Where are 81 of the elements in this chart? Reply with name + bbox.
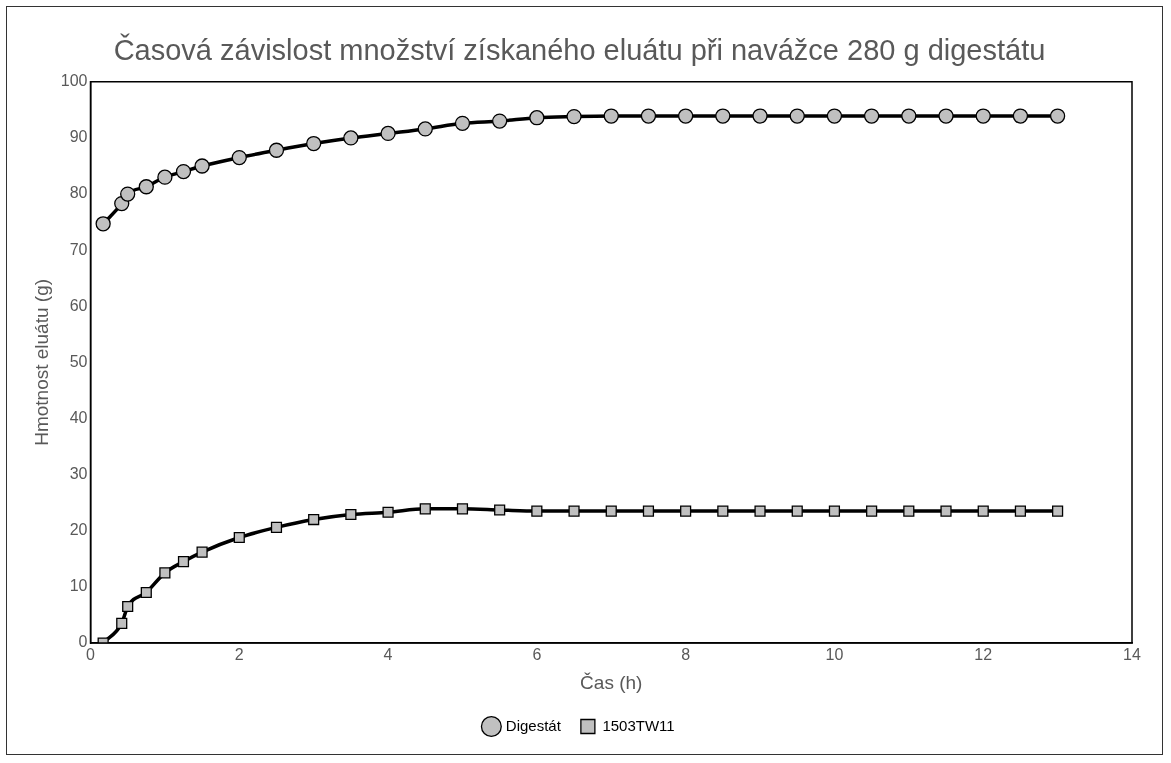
point [177, 556, 190, 568]
point [343, 130, 359, 146]
point [138, 179, 154, 195]
point [159, 567, 171, 579]
x-tick-label: 8 [681, 646, 691, 664]
point [233, 531, 245, 544]
point [95, 216, 111, 232]
point [268, 142, 285, 158]
x-tick-label: 6 [532, 646, 542, 664]
point [419, 503, 431, 515]
y-tick-label: 60 [69, 296, 88, 314]
point [605, 505, 617, 517]
point [382, 506, 394, 518]
legend-label: Digestát [505, 716, 562, 734]
point [568, 505, 580, 517]
x-tick-label: 10 [825, 646, 844, 664]
y-tick-label: 50 [69, 352, 88, 370]
point [122, 600, 134, 613]
y-tick-label: 80 [69, 184, 88, 202]
point [1012, 108, 1029, 124]
point [494, 504, 506, 516]
x-tick-label: 12 [974, 646, 993, 664]
point [492, 113, 508, 129]
point [938, 108, 954, 124]
point [717, 505, 729, 517]
point [306, 135, 322, 152]
point [140, 586, 152, 599]
point [866, 505, 878, 517]
point [826, 108, 843, 124]
point [531, 505, 543, 517]
y-tick-label: 30 [69, 465, 88, 483]
point [791, 505, 803, 517]
point [270, 521, 283, 533]
y-tick-label: 10 [69, 577, 88, 595]
point [529, 110, 545, 126]
y-tick-label: 70 [69, 240, 88, 258]
y-tick-label: 100 [60, 72, 88, 90]
point [940, 505, 952, 517]
legend-label: 1503TW11 [602, 716, 675, 734]
x-tick-label: 4 [383, 646, 393, 664]
point [454, 115, 471, 131]
point [901, 108, 917, 124]
point [417, 121, 433, 137]
point [642, 505, 655, 517]
point [828, 505, 841, 517]
point [977, 505, 989, 517]
point [1052, 505, 1064, 517]
point [863, 108, 880, 124]
point [566, 108, 582, 125]
point [380, 125, 396, 142]
point [345, 508, 357, 521]
point [975, 108, 991, 124]
point [196, 546, 208, 558]
y-axis-title: Hmotnost eluátu (g) [30, 278, 52, 446]
point [677, 108, 694, 124]
point [715, 108, 731, 124]
point [640, 108, 657, 124]
point [116, 617, 128, 629]
x-axis-title: Čas (h) [580, 671, 643, 693]
point [754, 505, 766, 517]
y-tick-label: 40 [69, 408, 88, 426]
point [1049, 108, 1066, 124]
point [903, 505, 915, 517]
point [120, 186, 136, 202]
point [1014, 505, 1027, 517]
y-tick-label: 20 [69, 521, 88, 539]
point [789, 108, 805, 124]
point [194, 158, 210, 174]
chart-title: Časová závislost množství získaného eluátu při navážce 280 g digestátu [113, 33, 1046, 67]
point [175, 163, 192, 180]
point [680, 505, 692, 517]
point [752, 108, 768, 124]
x-tick-label: 2 [234, 646, 244, 664]
y-tick-label: 0 [78, 633, 88, 651]
point [231, 149, 247, 166]
point [308, 513, 320, 526]
x-tick-label: 14 [1123, 646, 1141, 664]
point [603, 108, 619, 124]
y-tick-label: 90 [69, 128, 88, 146]
point [157, 169, 173, 185]
point [456, 503, 469, 515]
